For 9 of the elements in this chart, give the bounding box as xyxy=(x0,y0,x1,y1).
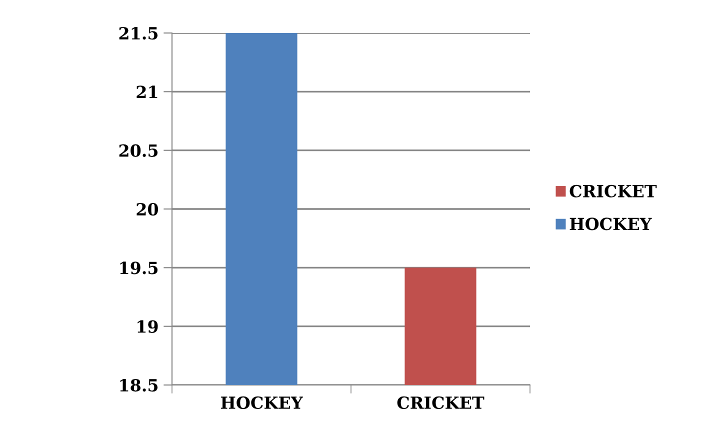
y-tick-label: 20.5 xyxy=(119,144,158,157)
y-tick-label: 20 xyxy=(136,202,158,216)
y-tick-label: 21.5 xyxy=(119,26,158,40)
y-tick-label: 19 xyxy=(138,320,158,333)
legend-label: HOCKEY xyxy=(570,218,652,230)
y-tick-label: 19.5 xyxy=(120,262,158,274)
legend-label: CRICKET xyxy=(570,184,657,198)
y-tick-label: 18.5 xyxy=(120,378,158,392)
y-tick-label: 21 xyxy=(136,86,158,98)
